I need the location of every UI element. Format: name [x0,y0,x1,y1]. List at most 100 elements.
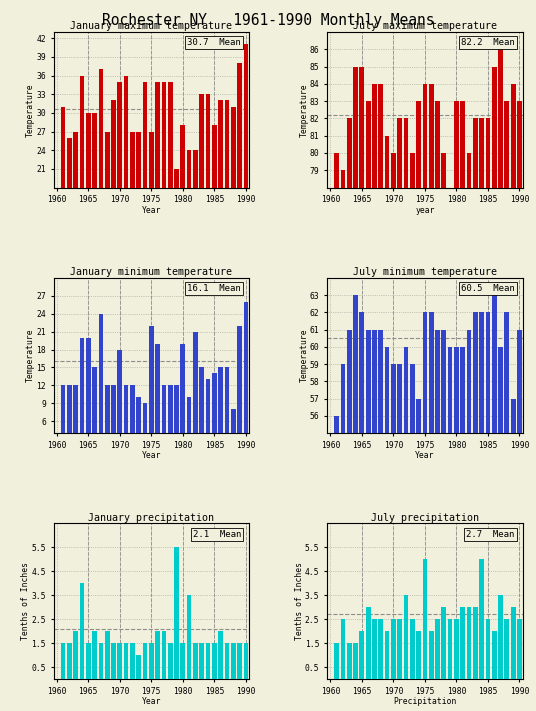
Bar [136,132,141,299]
Bar [243,643,248,679]
Bar [372,84,377,711]
Bar [397,364,402,711]
Bar [404,119,408,711]
Bar [193,643,198,679]
Bar [218,631,223,679]
Bar [206,643,211,679]
Y-axis label: Temperature: Temperature [26,83,35,137]
Bar [498,595,503,679]
Title: January minimum temperature: January minimum temperature [70,267,232,277]
Bar [231,410,236,457]
Bar [340,619,345,679]
Bar [492,67,496,711]
X-axis label: Year: Year [142,205,161,215]
Text: 2.1  Mean: 2.1 Mean [193,530,241,539]
Bar [212,125,217,299]
Bar [442,607,446,679]
Y-axis label: Tenths of Inches: Tenths of Inches [21,562,30,640]
Bar [454,347,459,711]
Bar [149,643,154,679]
Bar [174,547,179,679]
Bar [435,330,440,711]
Y-axis label: Temperature: Temperature [26,328,35,383]
Bar [366,607,370,679]
Bar [347,330,352,711]
Bar [143,643,147,679]
Bar [181,125,185,299]
Bar [161,385,166,457]
Bar [117,82,122,299]
Bar [193,331,198,457]
Bar [218,368,223,457]
Bar [67,643,72,679]
Bar [168,385,173,457]
Bar [206,94,211,299]
Bar [199,94,204,299]
Bar [237,326,242,457]
Bar [473,119,478,711]
Bar [130,132,135,299]
Bar [187,595,191,679]
Bar [397,619,402,679]
Bar [422,560,427,679]
Bar [504,312,509,711]
Bar [206,380,211,457]
Bar [385,136,390,711]
Bar [181,643,185,679]
Bar [225,368,229,457]
Y-axis label: Temperature: Temperature [300,328,308,383]
X-axis label: Year: Year [142,451,161,460]
Bar [416,101,421,711]
Bar [511,399,516,711]
Bar [105,385,109,457]
Bar [473,312,478,711]
Bar [86,113,91,299]
Bar [111,100,116,299]
Bar [504,619,509,679]
X-axis label: Year: Year [415,451,435,460]
Bar [372,330,377,711]
Bar [517,619,522,679]
Bar [353,295,358,711]
Bar [486,619,490,679]
Bar [149,132,154,299]
Bar [360,67,364,711]
Bar [334,153,339,711]
Bar [353,643,358,679]
Bar [410,364,415,711]
Bar [61,107,65,299]
Bar [378,84,383,711]
Title: July precipitation: July precipitation [371,513,479,523]
Bar [492,295,496,711]
Bar [73,631,78,679]
Bar [161,631,166,679]
Bar [155,631,160,679]
Bar [237,643,242,679]
Bar [404,347,408,711]
Bar [492,631,496,679]
Bar [340,364,345,711]
Bar [67,138,72,299]
Bar [486,119,490,711]
Bar [99,643,103,679]
Bar [416,399,421,711]
Bar [454,101,459,711]
Title: January maximum temperature: January maximum temperature [70,21,232,31]
Bar [187,150,191,299]
Bar [473,607,478,679]
Bar [467,153,471,711]
Bar [511,607,516,679]
Bar [86,338,91,457]
Bar [193,150,198,299]
Y-axis label: Temperature: Temperature [300,83,308,137]
Bar [391,153,396,711]
Bar [517,330,522,711]
Bar [243,44,248,299]
Bar [498,347,503,711]
Bar [130,385,135,457]
Bar [442,330,446,711]
Bar [391,364,396,711]
Bar [498,49,503,711]
Bar [124,75,129,299]
Bar [199,643,204,679]
